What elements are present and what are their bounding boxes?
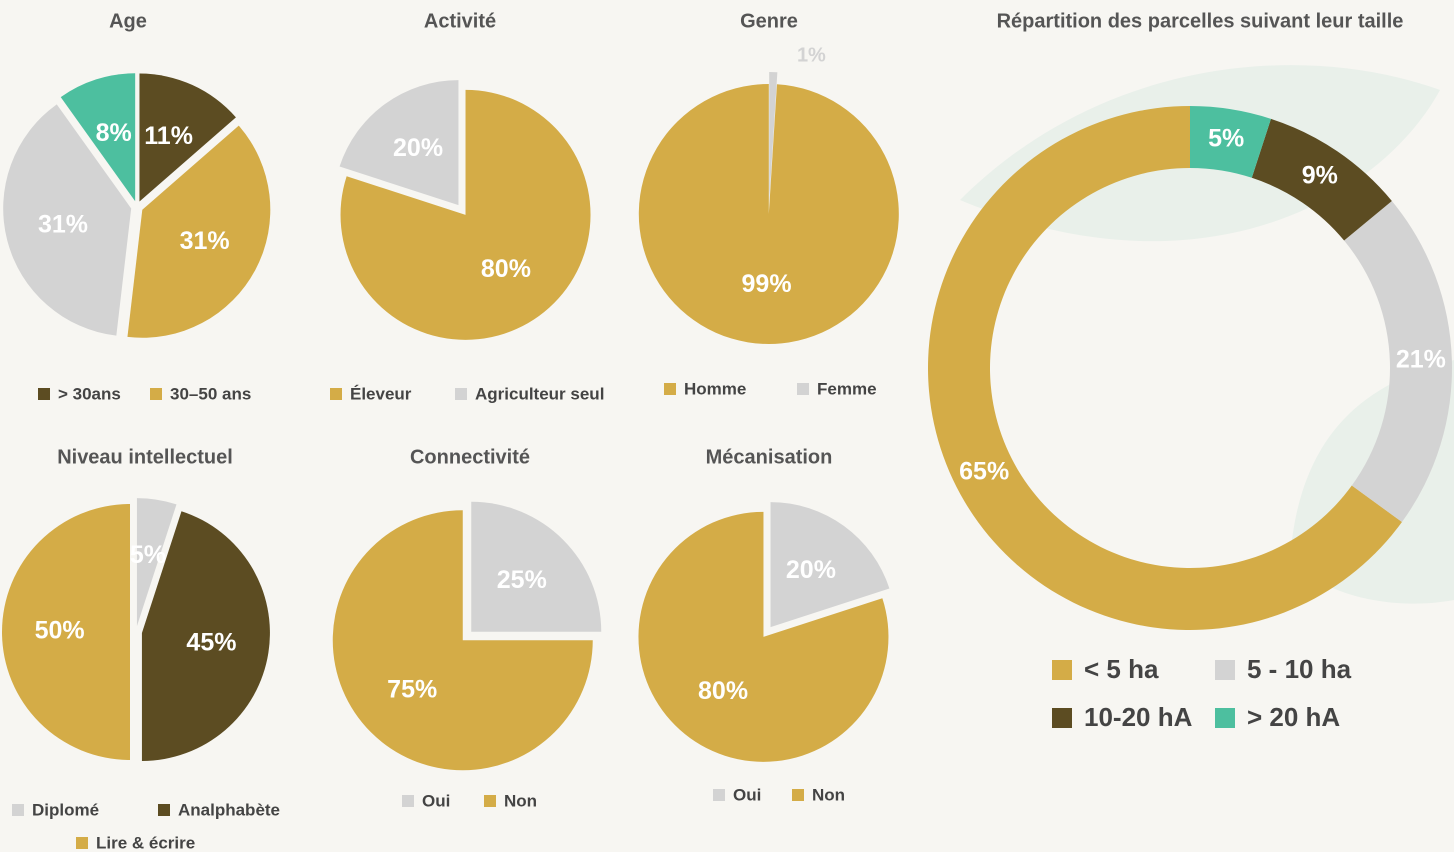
legend-label: 30–50 ans — [170, 384, 251, 403]
value-label: 21% — [1396, 345, 1446, 373]
pie-slice — [339, 80, 459, 206]
chart-title: Niveau intellectuel — [57, 446, 233, 468]
legend-label: Diplomé — [32, 800, 99, 819]
legend-swatch — [330, 388, 342, 400]
legend-swatch — [1215, 660, 1235, 680]
donut-segment — [1190, 106, 1271, 178]
pie-slice — [769, 72, 778, 203]
chart-title: Activité — [424, 10, 496, 32]
value-label: 80% — [481, 255, 531, 283]
chart: Age 11% > 30ans 31% 30–50 ans 31% 8% — [3, 10, 271, 403]
legend-label: > 20 hA — [1247, 702, 1340, 732]
chart-title: Répartition des parcelles suivant leur t… — [997, 10, 1404, 32]
legend-label: Non — [812, 785, 845, 804]
legend-label: 5 - 10 ha — [1247, 654, 1352, 684]
value-label: 31% — [38, 211, 88, 239]
value-label: 80% — [698, 677, 748, 705]
legend-swatch — [484, 795, 496, 807]
pie-slice — [638, 511, 889, 762]
value-label: 5% — [130, 541, 166, 569]
legend-label: 10-20 hA — [1084, 702, 1193, 732]
value-label: 20% — [393, 134, 443, 162]
pie-slice — [332, 510, 593, 771]
legend-swatch — [402, 795, 414, 807]
value-label: 99% — [742, 270, 792, 298]
pie-slice — [127, 125, 271, 338]
legend-swatch — [1215, 708, 1235, 728]
legend-swatch — [455, 388, 467, 400]
value-label: 20% — [786, 556, 836, 584]
legend-swatch — [1052, 660, 1072, 680]
value-label: 45% — [186, 629, 236, 657]
value-label: 11% — [144, 122, 193, 150]
legend-label: > 30ans — [58, 384, 121, 403]
legend-label: Non — [504, 791, 537, 810]
legend-swatch — [158, 804, 170, 816]
chart-title: Genre — [740, 10, 798, 32]
pie-slice — [141, 511, 270, 761]
pie-slice — [3, 104, 132, 336]
value-label: 5% — [1208, 124, 1244, 152]
value-label: 65% — [959, 457, 1009, 485]
legend-label: Oui — [422, 791, 450, 810]
legend-swatch — [76, 837, 88, 849]
pie-slice — [139, 73, 236, 202]
donut-segment — [1251, 118, 1392, 241]
chart-title: Mécanisation — [706, 446, 833, 468]
legend-swatch — [12, 804, 24, 816]
chart: Activité 80% Éleveur 20% Agriculteur seul — [330, 10, 604, 403]
chart: Genre 99% Homme 1% Femme — [638, 10, 899, 398]
donut-segment — [1344, 200, 1452, 522]
legend-label: Homme — [684, 379, 746, 398]
pie-slice — [471, 501, 602, 632]
pie-slice — [136, 498, 177, 627]
chart: Connectivité 25% Oui 75% Non — [332, 446, 602, 810]
legend-swatch — [713, 789, 725, 801]
value-label: 31% — [180, 227, 230, 255]
legend-label: Éleveur — [350, 384, 412, 403]
value-label: 9% — [1302, 162, 1338, 190]
pie-slice — [60, 73, 136, 202]
chart: Mécanisation 20% Oui 80% Non — [638, 446, 890, 804]
pie-slice — [638, 83, 899, 344]
legend-label: < 5 ha — [1084, 654, 1159, 684]
chart-title: Connectivité — [410, 446, 530, 468]
pie-slice — [340, 89, 591, 340]
pie-slice — [770, 502, 890, 628]
legend-swatch — [797, 383, 809, 395]
chart-title: Age — [109, 10, 147, 32]
legend-label: Oui — [733, 785, 761, 804]
chart: Répartition des parcelles suivant leur t… — [928, 10, 1452, 732]
legend-label: Lire & écrire — [96, 833, 195, 852]
legend-swatch — [150, 388, 162, 400]
pie-slice — [2, 504, 130, 760]
legend-swatch — [1052, 708, 1072, 728]
legend-swatch — [664, 383, 676, 395]
value-label: 8% — [96, 119, 132, 147]
chart: Niveau intellectuel 5% Diplomé 45% Analphabè… — [2, 446, 280, 852]
value-label: 1% — [797, 44, 826, 66]
value-label: 25% — [497, 566, 547, 594]
legend-swatch — [792, 789, 804, 801]
legend-label: Agriculteur seul — [475, 384, 604, 403]
legend-swatch — [38, 388, 50, 400]
value-label: 50% — [35, 617, 85, 645]
value-label: 75% — [387, 675, 437, 703]
legend-label: Femme — [817, 379, 877, 398]
legend-label: Analphabète — [178, 800, 280, 819]
